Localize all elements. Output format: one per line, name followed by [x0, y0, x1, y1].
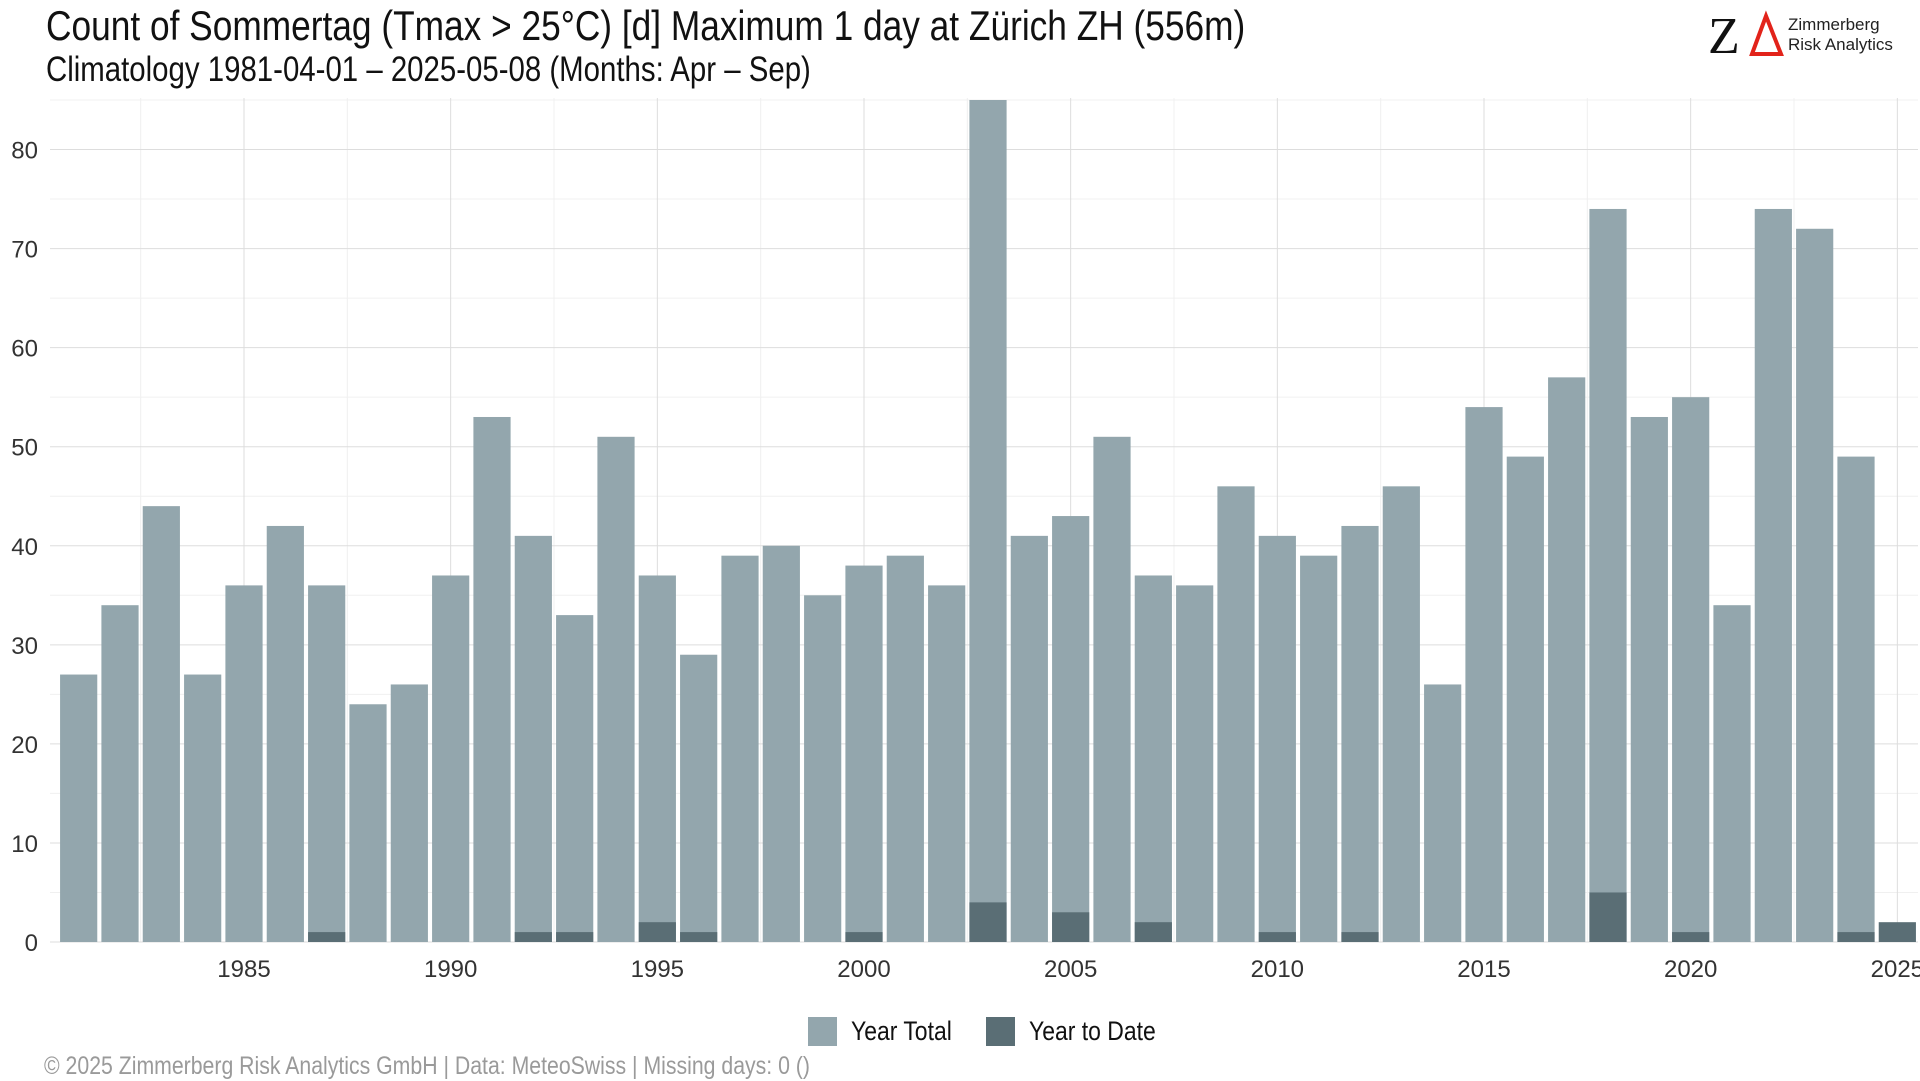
logo-line-2: Risk Analytics — [1788, 35, 1893, 54]
x-tick-label: 2015 — [1457, 956, 1510, 983]
bar-year-total — [390, 684, 428, 942]
x-tick-label: 2020 — [1664, 956, 1717, 983]
bar-year-total — [142, 506, 180, 942]
bar-year-total — [804, 595, 842, 942]
bar-year-total — [101, 605, 139, 942]
bar-year-total — [1589, 208, 1627, 942]
bar-year-to-date — [1341, 932, 1379, 942]
bar-year-to-date — [845, 932, 883, 942]
legend-item-year-total: Year Total — [808, 1016, 970, 1047]
y-tick-label: 0 — [25, 930, 38, 957]
bar-year-total — [1837, 456, 1875, 942]
y-tick-label: 10 — [11, 831, 38, 858]
bar-year-to-date — [1134, 922, 1172, 942]
bar-year-total — [1258, 535, 1296, 942]
bar-year-total — [638, 575, 676, 942]
y-tick-label: 70 — [11, 237, 38, 264]
bar-year-total — [266, 525, 304, 942]
bar-year-total — [1630, 416, 1668, 942]
y-tick-label: 20 — [11, 732, 38, 759]
bar-year-total — [184, 674, 222, 942]
bar-year-total — [308, 585, 346, 942]
bar-year-total — [225, 585, 263, 942]
bar-year-to-date — [1258, 932, 1296, 942]
bar-year-total — [1134, 575, 1172, 942]
bar-year-total — [845, 565, 883, 942]
bar-year-to-date — [308, 932, 346, 942]
legend-label-year-to-date: Year to Date — [1028, 1016, 1156, 1046]
bar-chart: 0 10 20 30 40 50 60 70 80 1985 1990 1995 2000 2005 201… — [11, 98, 1920, 983]
x-tick-label: 1985 — [217, 956, 270, 983]
bar-year-total — [1754, 208, 1792, 942]
bar-year-total — [680, 654, 718, 942]
legend-item-year-to-date: Year to Date — [985, 1016, 1178, 1047]
bar-year-total — [556, 615, 594, 942]
chart-title: Count of Sommertag (Tmax > 25°C) [d] Max… — [46, 2, 1246, 49]
y-tick-label: 30 — [11, 633, 38, 660]
bar-year-total — [1341, 525, 1379, 942]
bar-year-total — [60, 674, 98, 942]
svg-text:Z: Z — [1708, 10, 1740, 60]
bar-year-total — [969, 100, 1007, 942]
y-tick-label: 60 — [11, 336, 38, 363]
bar-year-to-date — [969, 902, 1007, 942]
logo-line-1: Zimmerberg — [1788, 15, 1880, 34]
bar-year-to-date — [680, 932, 718, 942]
bar-year-total — [432, 575, 470, 942]
bar-year-total — [1176, 585, 1214, 942]
bar-year-to-date — [638, 922, 676, 942]
logo-mark-icon: Z — [1708, 8, 1784, 65]
x-tick-label: 2025 — [1871, 956, 1920, 983]
bar-year-total — [1796, 228, 1834, 942]
bar-year-total — [721, 555, 759, 942]
bar-year-to-date — [1052, 912, 1090, 942]
logo-text: Zimmerberg Risk Analytics — [1788, 15, 1893, 55]
bar-year-total — [928, 585, 966, 942]
legend-swatch-year-total — [808, 1017, 837, 1046]
bar-year-total — [1382, 486, 1420, 942]
chart-subtitle: Climatology 1981-04-01 – 2025-05-08 (Mon… — [46, 50, 811, 89]
bar-year-to-date — [1589, 892, 1627, 942]
bar-year-total — [349, 704, 387, 942]
bar-year-total — [1424, 684, 1462, 942]
legend-label-year-total: Year Total — [851, 1016, 952, 1046]
bar-year-total — [1217, 486, 1255, 942]
chart-legend: Year Total Year to Date — [808, 1016, 1194, 1047]
bar-year-total — [1506, 456, 1544, 942]
bar-year-total — [1713, 605, 1751, 942]
bar-year-total — [1052, 516, 1090, 942]
bar-year-to-date — [1672, 932, 1710, 942]
y-tick-label: 50 — [11, 435, 38, 462]
x-tick-label: 2010 — [1251, 956, 1304, 983]
bar-year-total — [1672, 397, 1710, 942]
bar-year-total — [886, 555, 924, 942]
x-tick-label: 2000 — [837, 956, 890, 983]
bar-year-total — [1093, 436, 1131, 942]
bar-year-to-date — [514, 932, 552, 942]
legend-swatch-year-to-date — [985, 1017, 1015, 1046]
bar-year-total — [762, 545, 800, 942]
bar-year-total — [473, 416, 511, 942]
x-tick-label: 1990 — [424, 956, 477, 983]
bar-year-total — [1300, 555, 1338, 942]
bar-year-to-date — [1878, 922, 1916, 942]
y-tick-label: 40 — [11, 534, 38, 561]
bar-year-total — [1465, 407, 1503, 942]
bar-year-to-date — [1837, 932, 1875, 942]
bar-year-total — [1010, 535, 1048, 942]
x-tick-label: 1995 — [631, 956, 684, 983]
bar-year-to-date — [556, 932, 594, 942]
footer-credit: © 2025 Zimmerberg Risk Analytics GmbH | … — [44, 1052, 810, 1080]
x-tick-label: 2005 — [1044, 956, 1097, 983]
bar-year-total — [1548, 377, 1586, 942]
y-tick-label: 80 — [11, 138, 38, 165]
bar-year-total — [514, 535, 552, 942]
bar-year-total — [597, 436, 635, 942]
company-logo: Z Zimmerberg Risk Analytics — [1708, 8, 1908, 65]
